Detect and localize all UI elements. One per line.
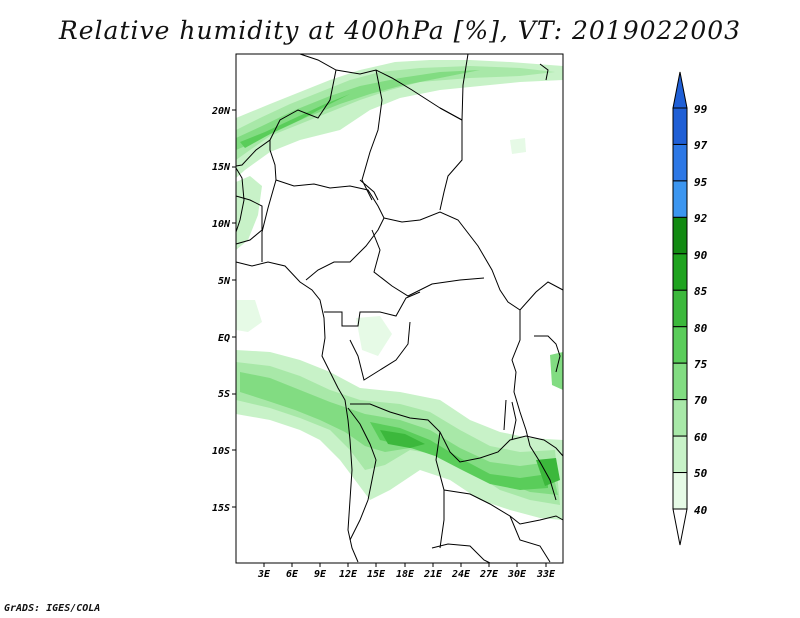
colorbar-label: 90	[694, 249, 708, 262]
lat-label: 10S	[212, 446, 230, 457]
colorbar-label: 85	[694, 285, 708, 298]
colorbar-segment	[672, 435, 688, 474]
lon-label: 30E	[507, 569, 527, 580]
lat-label: 10N	[212, 219, 231, 230]
colorbar-segment	[672, 143, 688, 182]
colorbar-label: 75	[694, 358, 708, 371]
lat-label: 5S	[218, 389, 230, 400]
lon-label: 21E	[423, 569, 443, 580]
lat-label: EQ	[218, 333, 230, 344]
grads-credit: GrADS: IGES/COLA	[4, 603, 101, 614]
colorbar-label: 50	[694, 467, 708, 480]
colorbar-segment	[672, 326, 688, 364]
colorbar-segment	[672, 362, 688, 401]
humidity-shading	[236, 60, 563, 520]
colorbar-label: 92	[694, 212, 708, 225]
colorbar-label: 40	[694, 504, 708, 517]
colorbar-label: 80	[694, 322, 708, 335]
colorbar-segment	[672, 216, 688, 255]
lon-label: 33E	[536, 569, 556, 580]
colorbar-label: 95	[694, 176, 708, 189]
colorbar: 99 97 95 92 90 85 80 75 70 60 50 40	[672, 71, 708, 546]
lat-label: 15N	[212, 162, 231, 173]
lon-label: 15E	[367, 569, 386, 580]
lat-label: 20N	[211, 106, 231, 117]
colorbar-bottom-triangle	[672, 508, 688, 546]
lon-label: 3E	[257, 569, 271, 580]
colorbar-segment	[672, 107, 688, 145]
chart-title: Relative humidity at 400hPa [%], VT: 201…	[58, 16, 742, 45]
lon-label: 24E	[451, 569, 471, 580]
lon-label: 9E	[314, 569, 327, 580]
latitude-axis: 20N 15N 10N 5N EQ 5S 10S 15S	[211, 106, 236, 514]
colorbar-label: 97	[694, 139, 708, 152]
lon-label: 12E	[339, 569, 358, 580]
longitude-axis: 3E 6E 9E 12E 15E 18E 21E 24E 27E 30E 33E	[257, 563, 556, 580]
colorbar-segment	[672, 289, 688, 328]
map-frame	[235, 53, 564, 564]
country-borders	[235, 53, 564, 564]
lat-label: 5N	[218, 276, 231, 287]
colorbar-label: 70	[694, 394, 708, 407]
colorbar-segment	[672, 399, 688, 437]
lat-label: 15S	[212, 503, 230, 514]
colorbar-label: 99	[694, 103, 708, 116]
lon-label: 27E	[479, 569, 499, 580]
colorbar-top-triangle	[672, 71, 688, 109]
colorbar-segment	[672, 472, 688, 510]
colorbar-segment	[672, 253, 688, 291]
colorbar-label: 60	[694, 431, 708, 444]
lon-label: 6E	[286, 569, 299, 580]
colorbar-segment	[672, 180, 688, 218]
lon-label: 18E	[396, 569, 415, 580]
